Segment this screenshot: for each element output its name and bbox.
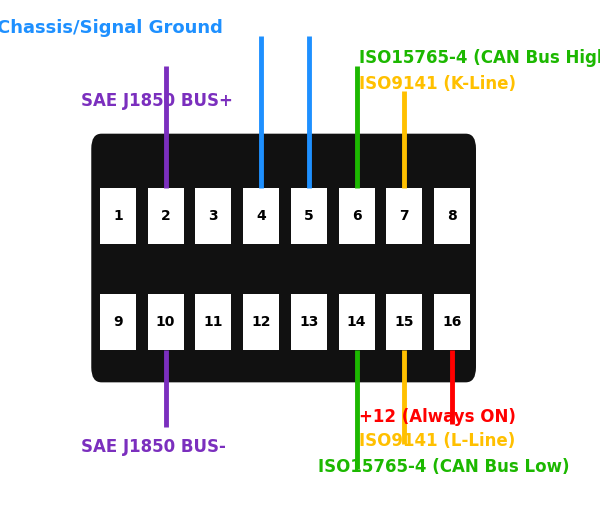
Bar <box>338 294 374 349</box>
Bar <box>291 188 327 244</box>
Bar <box>100 294 136 349</box>
Bar <box>446 276 458 294</box>
Text: 6: 6 <box>352 209 361 223</box>
Text: 16: 16 <box>442 315 462 329</box>
Bar <box>434 188 470 244</box>
Bar <box>398 276 410 294</box>
Bar <box>398 244 410 262</box>
Bar <box>350 276 363 294</box>
Text: ISO15765-4 (CAN Bus Low): ISO15765-4 (CAN Bus Low) <box>318 458 569 476</box>
Text: SAE J1850 BUS+: SAE J1850 BUS+ <box>81 92 233 110</box>
Bar <box>195 188 232 244</box>
Bar <box>350 244 363 262</box>
Text: 4: 4 <box>256 209 266 223</box>
Bar <box>386 294 422 349</box>
Bar <box>160 244 172 262</box>
Bar <box>112 276 124 294</box>
Text: ISO15765-4 (CAN Bus High): ISO15765-4 (CAN Bus High) <box>359 49 600 67</box>
Text: 13: 13 <box>299 315 319 329</box>
Bar <box>148 294 184 349</box>
Text: +12 (Always ON): +12 (Always ON) <box>359 408 515 426</box>
Text: 3: 3 <box>209 209 218 223</box>
Bar <box>207 244 220 262</box>
Text: 7: 7 <box>400 209 409 223</box>
Bar <box>100 188 136 244</box>
Text: 10: 10 <box>156 315 175 329</box>
Bar <box>386 188 422 244</box>
Bar <box>338 188 374 244</box>
Bar <box>255 276 267 294</box>
Bar <box>303 276 315 294</box>
Text: SAE J1850 BUS-: SAE J1850 BUS- <box>81 438 226 456</box>
Text: 11: 11 <box>203 315 223 329</box>
Bar <box>255 244 267 262</box>
Text: ISO9141 (K-Line): ISO9141 (K-Line) <box>359 75 515 93</box>
Bar <box>303 244 315 262</box>
Text: ISO9141 (L-Line): ISO9141 (L-Line) <box>359 432 515 450</box>
Bar <box>207 276 220 294</box>
Text: 9: 9 <box>113 315 122 329</box>
Bar <box>148 188 184 244</box>
Bar <box>434 294 470 349</box>
Text: Chassis/Signal Ground: Chassis/Signal Ground <box>0 19 223 37</box>
Bar <box>446 244 458 262</box>
Text: 8: 8 <box>447 209 457 223</box>
Text: 15: 15 <box>395 315 414 329</box>
Bar <box>291 294 327 349</box>
Text: 12: 12 <box>251 315 271 329</box>
Text: 1: 1 <box>113 209 123 223</box>
Bar <box>243 188 279 244</box>
Bar <box>112 244 124 262</box>
Bar <box>160 276 172 294</box>
Bar <box>243 294 279 349</box>
Text: 5: 5 <box>304 209 314 223</box>
Text: 14: 14 <box>347 315 367 329</box>
Bar <box>195 294 232 349</box>
FancyBboxPatch shape <box>91 134 476 382</box>
Text: 2: 2 <box>161 209 170 223</box>
